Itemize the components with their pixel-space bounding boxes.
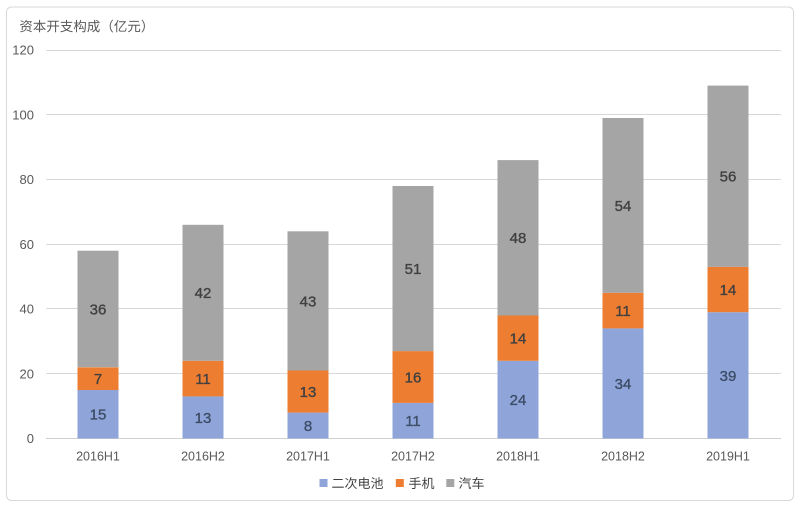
- svg-text:2016H2: 2016H2: [181, 450, 225, 464]
- svg-text:13: 13: [300, 384, 317, 401]
- svg-text:2018H1: 2018H1: [496, 450, 540, 464]
- svg-text:2018H2: 2018H2: [601, 450, 645, 464]
- svg-text:0: 0: [27, 431, 34, 446]
- svg-text:120: 120: [12, 43, 34, 58]
- svg-text:36: 36: [90, 301, 107, 318]
- svg-text:39: 39: [720, 368, 737, 385]
- svg-text:14: 14: [510, 331, 527, 348]
- svg-text:2019H1: 2019H1: [706, 450, 750, 464]
- svg-text:2017H2: 2017H2: [391, 450, 435, 464]
- svg-text:15: 15: [90, 407, 107, 424]
- svg-text:34: 34: [615, 376, 632, 393]
- svg-text:42: 42: [195, 285, 212, 302]
- svg-text:80: 80: [20, 172, 34, 187]
- svg-text:100: 100: [12, 108, 34, 123]
- svg-text:2016H1: 2016H1: [76, 450, 120, 464]
- svg-text:2017H1: 2017H1: [286, 450, 330, 464]
- svg-text:11: 11: [405, 413, 421, 430]
- svg-text:8: 8: [304, 418, 312, 435]
- svg-text:11: 11: [195, 371, 211, 388]
- svg-text:20: 20: [20, 366, 34, 381]
- svg-text:56: 56: [720, 169, 737, 186]
- svg-text:51: 51: [405, 261, 422, 278]
- svg-text:54: 54: [615, 198, 632, 215]
- svg-text:60: 60: [20, 237, 34, 252]
- svg-text:7: 7: [94, 371, 102, 388]
- svg-text:14: 14: [720, 282, 737, 299]
- svg-text:24: 24: [510, 392, 527, 409]
- svg-text:43: 43: [300, 293, 317, 310]
- svg-text:40: 40: [20, 302, 34, 317]
- svg-text:13: 13: [195, 410, 212, 427]
- svg-text:48: 48: [510, 230, 527, 247]
- svg-text:11: 11: [615, 303, 631, 320]
- svg-text:16: 16: [405, 369, 422, 386]
